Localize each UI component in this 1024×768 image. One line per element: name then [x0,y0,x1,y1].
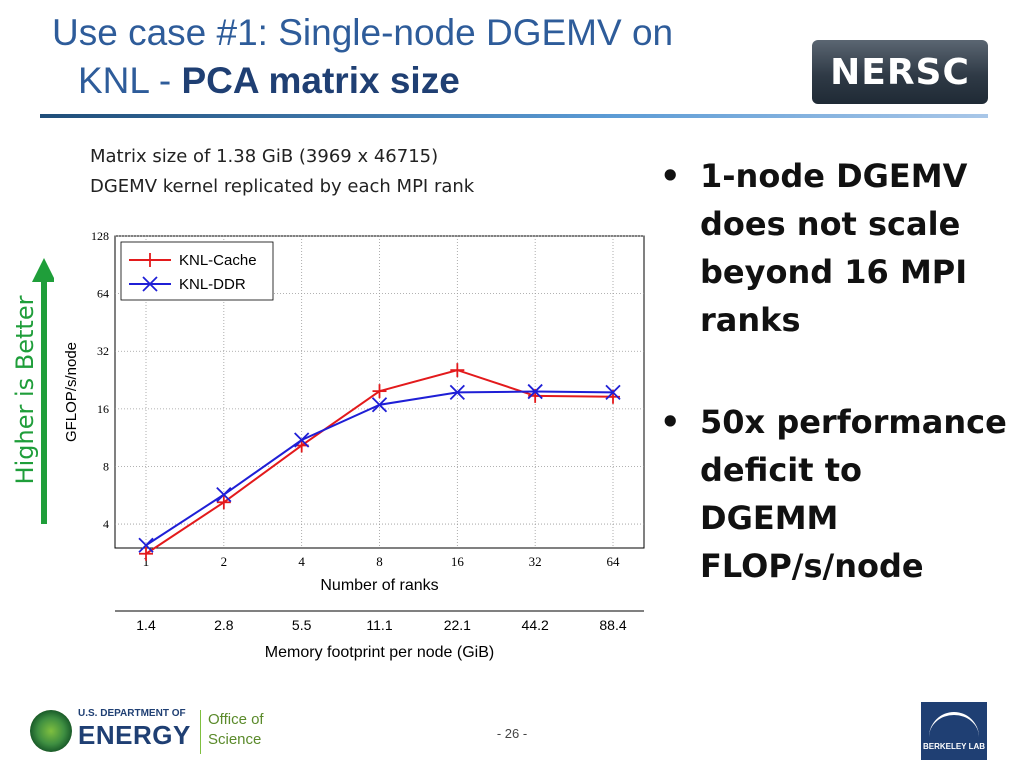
title-prefix: KNL - [78,60,182,101]
x-tick-label: 4 [298,554,305,569]
x-tick-label: 2 [221,554,228,569]
berkeley-lab-logo: BERKELEY LAB [921,702,987,760]
slide-title-line2: KNL - PCA matrix size [78,60,460,102]
data-point-knl-ddr [449,384,465,401]
legend-label: KNL-DDR [179,276,246,293]
doe-office-of-science-logo: U.S. DEPARTMENT OF ENERGY Office of Scien… [30,706,280,760]
slide-title-line1: Use case #1: Single-node DGEMV on [52,12,674,53]
x-tick-label: 1 [143,554,150,569]
office-of-science-text: Office of Science [208,710,264,750]
bullet-text-1: 1-node DGEMV does not scale beyond 16 MP… [700,157,968,339]
data-point-knl-ddr [216,487,232,503]
higher-is-better-indicator: Higher is Better [0,252,54,528]
performance-chart: 4 8 16 32 64 128 1 2 4 8 16 32 64 GFLOP/s/node Number … [63,229,645,661]
nersc-logo-text: NERSC [830,51,970,93]
chart-caption-line2: DGEMV kernel replicated by each MPI rank [90,176,475,197]
secondary-tick-label: 1.4 [136,617,156,633]
y-tick-label: 16 [97,402,109,416]
doe-department-text: U.S. DEPARTMENT OF [78,708,186,719]
legend-box [120,241,274,301]
y-axis-label: GFLOP/s/node [63,342,80,442]
data-point-knl-ddr [605,384,621,401]
x-tick-label: 32 [529,554,542,569]
legend-label: KNL-Cache [179,252,257,269]
logo-divider [200,710,201,754]
nersc-logo: NERSC [812,40,988,104]
bullet-text-2: 50x performance deficit to DGEMM FLOP/s/… [700,403,1007,585]
y-tick-label: 8 [103,459,109,473]
x-axis-label: Number of ranks [320,577,438,594]
bullet-icon: • [660,403,681,441]
x-tick-label: 16 [451,554,465,569]
secondary-tick-label: 2.8 [214,617,234,633]
doe-seal-icon [30,710,72,752]
secondary-axis-label: Memory footprint per node (GiB) [265,644,494,661]
y-tick-label: 64 [97,287,109,301]
bullet-icon: • [660,157,681,195]
berkeley-lab-text: BERKELEY LAB [922,742,986,751]
x-tick-label: 8 [376,554,383,569]
office-line1: Office of [208,711,264,728]
secondary-tick-label: 88.4 [599,617,626,633]
title-divider [40,114,988,118]
bullet-item: • 50x performance deficit to DGEMM FLOP/s… [660,398,1010,590]
up-arrow-icon [32,258,54,524]
data-point-knl-ddr [527,383,543,400]
secondary-tick-label: 22.1 [444,617,471,633]
berkeley-lab-arc-icon [929,712,979,737]
data-point-knl-ddr [294,432,310,448]
secondary-tick-label: 11.1 [366,617,392,633]
office-line2: Science [208,731,262,748]
doe-energy-text: ENERGY [78,720,191,750]
y-tick-label: 32 [97,344,109,358]
y-tick-label: 128 [91,229,109,243]
title-bold: PCA matrix size [181,60,460,101]
data-point-knl-ddr [371,397,388,413]
bullet-item: • 1-node DGEMV does not scale beyond 16 M… [660,152,1010,344]
y-tick-label: 4 [103,517,109,531]
data-point-knl-ddr [138,537,154,553]
legend-marker [142,276,158,292]
higher-is-better-label: Higher is Better [11,295,39,485]
bullet-list: • 1-node DGEMV does not scale beyond 16 M… [660,152,1010,590]
page-number: - 26 - [496,726,528,741]
x-tick-label: 64 [607,554,621,569]
secondary-tick-label: 5.5 [292,617,312,633]
chart-caption-line1: Matrix size of 1.38 GiB (3969 x 46715) [90,146,439,167]
secondary-tick-label: 44.2 [522,617,549,633]
